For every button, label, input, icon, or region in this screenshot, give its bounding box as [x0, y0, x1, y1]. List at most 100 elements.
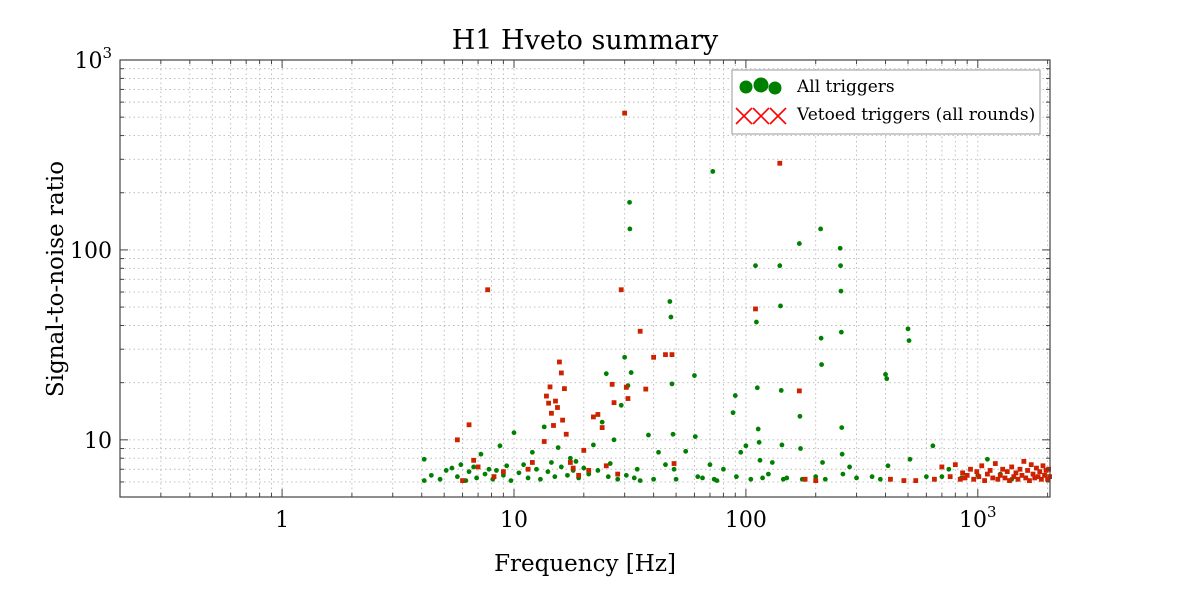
vetoed-point [976, 474, 982, 480]
vetoed-point [1009, 464, 1015, 470]
x-tick-label: 100 [725, 508, 767, 533]
vetoed-point [974, 469, 980, 475]
trigger-point [549, 460, 554, 465]
trigger-point [466, 469, 472, 475]
vetoed-point [964, 472, 970, 478]
vetoed-point [1035, 474, 1041, 480]
trigger-point [534, 466, 539, 472]
vetoed-point [1013, 470, 1019, 476]
trigger-point [671, 466, 677, 472]
trigger-point [437, 476, 443, 482]
trigger-point [628, 370, 634, 375]
trigger-point [839, 425, 845, 430]
trigger-point [656, 449, 661, 455]
trigger-point [565, 472, 570, 478]
trigger-point [797, 413, 803, 419]
trigger-point [508, 478, 514, 483]
vetoed-point [460, 478, 465, 483]
vetoed-point [611, 400, 617, 406]
legend-dot [753, 77, 769, 93]
trigger-point [692, 373, 697, 378]
vetoed-point [1045, 476, 1051, 482]
vetoed-point [625, 396, 631, 401]
trigger-point [939, 474, 945, 480]
trigger-point [494, 468, 499, 473]
trigger-point [603, 371, 609, 377]
y-tick-label: 10 [84, 429, 112, 454]
trigger-point [595, 468, 601, 473]
trigger-point [631, 475, 637, 481]
vetoed-point [982, 478, 988, 483]
vetoed-point [570, 465, 576, 471]
trigger-point [837, 245, 843, 251]
trigger-point [818, 226, 824, 232]
trigger-point [443, 468, 449, 473]
trigger-point [627, 226, 633, 232]
vetoed-point [563, 431, 569, 437]
trigger-point [637, 478, 643, 483]
vetoed-point [971, 476, 977, 482]
trigger-point [695, 474, 701, 480]
trigger-point [605, 474, 611, 480]
vetoed-point [586, 468, 592, 473]
trigger-point [732, 393, 738, 398]
vetoed-point [546, 400, 552, 406]
trigger-point [599, 419, 605, 425]
vetoed-point [1040, 463, 1046, 469]
vetoed-point [595, 412, 601, 417]
vetoed-point [997, 472, 1003, 478]
vetoed-point [1019, 472, 1025, 478]
trigger-point [734, 474, 739, 480]
trigger-point [449, 465, 455, 471]
legend-marker-vetoed-triggers [735, 107, 787, 125]
trigger-point [883, 372, 888, 377]
vetoed-point [932, 476, 937, 482]
trigger-point [798, 446, 803, 451]
trigger-point [710, 169, 716, 174]
vetoed-point [500, 469, 506, 475]
trigger-point [838, 263, 843, 269]
trigger-point [471, 464, 477, 470]
data-points [421, 110, 1053, 483]
trigger-point [541, 424, 547, 430]
trigger-point [946, 466, 952, 472]
vetoed-point [547, 384, 553, 390]
vetoed-point [1025, 468, 1031, 473]
trigger-point [529, 449, 535, 455]
trigger-point [743, 443, 749, 449]
vetoed-point [637, 328, 643, 334]
trigger-point [670, 431, 676, 437]
trigger-point [474, 475, 480, 481]
trigger-point [884, 376, 890, 382]
trigger-point [778, 303, 783, 309]
vetoed-point [962, 475, 968, 481]
trigger-point [692, 434, 698, 439]
trigger-point [760, 475, 765, 481]
trigger-point [838, 288, 844, 294]
trigger-point [421, 478, 427, 483]
legend-label-all-triggers: All triggers [796, 77, 895, 97]
trigger-point [573, 458, 579, 464]
series-vetoed-triggers [454, 110, 1053, 483]
trigger-point [738, 449, 744, 455]
trigger-point [985, 456, 990, 462]
trigger-point [707, 462, 713, 468]
vetoed-point [618, 287, 624, 293]
trigger-point [525, 475, 531, 481]
trigger-point [765, 471, 771, 477]
vetoed-point [960, 470, 966, 476]
vetoed-point [567, 460, 573, 465]
chart-title: H1 Hveto summary [452, 25, 719, 56]
trigger-point [521, 462, 526, 468]
trigger-point [516, 470, 522, 476]
vetoed-point [663, 352, 668, 358]
trigger-point [757, 457, 763, 463]
vetoed-point [1015, 476, 1021, 482]
trigger-point [877, 476, 883, 482]
vetoed-point [562, 386, 567, 392]
trigger-point [421, 456, 427, 462]
trigger-point [885, 463, 891, 469]
y-tick-label: 100 [70, 239, 112, 264]
legend-cross [769, 107, 787, 125]
vetoed-point [992, 461, 998, 466]
